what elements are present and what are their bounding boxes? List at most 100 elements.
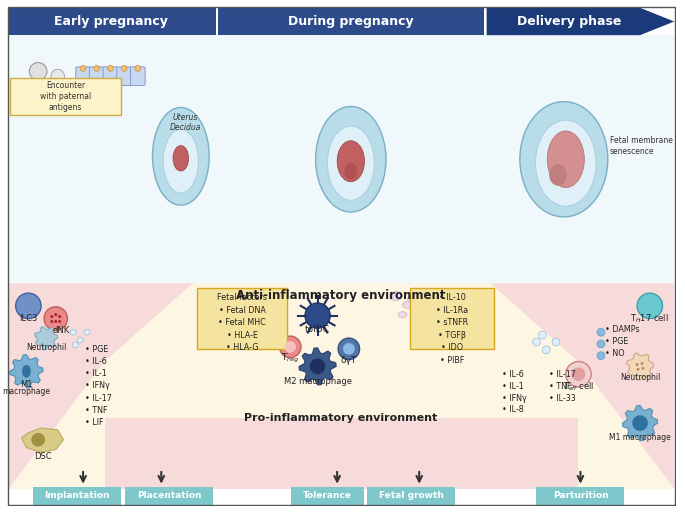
Text: dNK: dNK: [52, 326, 69, 335]
Circle shape: [80, 66, 86, 71]
Text: T$_H$17 cell: T$_H$17 cell: [630, 312, 669, 325]
Ellipse shape: [403, 302, 412, 308]
Bar: [9, 35, 674, 283]
Polygon shape: [34, 327, 58, 350]
Text: • TNF: • TNF: [85, 406, 108, 415]
Circle shape: [636, 368, 640, 371]
Circle shape: [135, 66, 140, 71]
FancyBboxPatch shape: [130, 67, 145, 86]
Text: • DAMPs: • DAMPs: [605, 325, 639, 334]
Text: T$_{eff}$ cell: T$_{eff}$ cell: [562, 381, 595, 393]
FancyBboxPatch shape: [218, 8, 484, 35]
Ellipse shape: [549, 164, 566, 186]
Text: ILC3: ILC3: [19, 314, 38, 324]
Circle shape: [572, 368, 585, 381]
Circle shape: [51, 315, 53, 318]
FancyBboxPatch shape: [90, 67, 104, 86]
Text: • IL-10
• IL-1Ra
• sTNFR
• TGFβ
• IDO
• PIBF: • IL-10 • IL-1Ra • sTNFR • TGFβ • IDO • …: [436, 293, 469, 365]
Circle shape: [642, 367, 645, 370]
Text: Uterus: Uterus: [173, 113, 199, 122]
FancyBboxPatch shape: [103, 67, 118, 86]
Text: • NO: • NO: [605, 349, 625, 358]
FancyBboxPatch shape: [536, 486, 625, 505]
Ellipse shape: [398, 312, 407, 317]
Text: M2 macrophage: M2 macrophage: [284, 377, 351, 386]
Circle shape: [73, 342, 78, 348]
Text: DSC: DSC: [34, 452, 52, 461]
Ellipse shape: [22, 365, 31, 378]
Circle shape: [44, 307, 67, 330]
Polygon shape: [105, 418, 579, 488]
Circle shape: [58, 320, 61, 323]
Circle shape: [637, 293, 662, 318]
Circle shape: [543, 346, 550, 354]
Ellipse shape: [153, 108, 209, 205]
Circle shape: [84, 329, 90, 335]
Text: Parturition: Parturition: [553, 492, 608, 500]
Text: Fetal membrane
senescence: Fetal membrane senescence: [610, 136, 673, 156]
Circle shape: [51, 69, 64, 83]
Circle shape: [597, 328, 605, 336]
Circle shape: [597, 340, 605, 348]
Circle shape: [94, 66, 100, 71]
Circle shape: [552, 338, 560, 346]
Circle shape: [343, 343, 355, 355]
Circle shape: [54, 320, 58, 323]
Text: • LIF: • LIF: [85, 418, 103, 427]
Ellipse shape: [536, 120, 596, 206]
Ellipse shape: [408, 295, 417, 303]
Text: M1 macrophage: M1 macrophage: [609, 433, 671, 442]
Text: • IFNγ: • IFNγ: [85, 381, 110, 390]
Ellipse shape: [173, 145, 188, 171]
Text: • IL-17: • IL-17: [549, 370, 576, 379]
Circle shape: [632, 415, 648, 431]
Text: Decidua: Decidua: [170, 123, 201, 132]
Text: • PGE: • PGE: [605, 337, 628, 346]
Polygon shape: [486, 8, 674, 35]
Text: During pregnancy: During pregnancy: [288, 15, 414, 28]
Circle shape: [284, 341, 296, 353]
Text: • IL-1: • IL-1: [502, 382, 524, 391]
Ellipse shape: [520, 101, 608, 217]
Circle shape: [310, 358, 325, 374]
Text: • IFNγ: • IFNγ: [502, 394, 527, 402]
Ellipse shape: [345, 163, 357, 179]
FancyBboxPatch shape: [410, 288, 495, 349]
Ellipse shape: [547, 131, 584, 187]
Circle shape: [538, 331, 546, 339]
Circle shape: [32, 433, 45, 446]
Text: δγT: δγT: [340, 355, 357, 365]
Polygon shape: [10, 355, 43, 388]
Polygon shape: [627, 353, 653, 380]
FancyBboxPatch shape: [117, 67, 132, 86]
Text: Delivery phase: Delivery phase: [516, 15, 621, 28]
FancyBboxPatch shape: [125, 486, 213, 505]
Text: tolDC: tolDC: [305, 325, 330, 334]
Text: M1: M1: [20, 380, 33, 389]
FancyBboxPatch shape: [367, 486, 456, 505]
Text: Fetal factors
• Fetal DNA
• Fetal MHC
• HLA-E
• HLA-G: Fetal factors • Fetal DNA • Fetal MHC • …: [217, 293, 267, 352]
Text: Neutrophil: Neutrophil: [26, 343, 66, 352]
Text: Placentation: Placentation: [137, 492, 201, 500]
FancyBboxPatch shape: [291, 486, 364, 505]
Circle shape: [279, 336, 301, 357]
Polygon shape: [9, 283, 192, 488]
Text: • IL-17: • IL-17: [85, 394, 112, 402]
Text: Pro-inflammatory environment: Pro-inflammatory environment: [245, 413, 438, 423]
Text: • TNF: • TNF: [549, 382, 572, 391]
Text: Tolerance: Tolerance: [303, 492, 352, 500]
Text: • IL-33: • IL-33: [549, 394, 576, 402]
Bar: [9, 283, 674, 488]
Polygon shape: [490, 283, 674, 488]
Text: • IL-6: • IL-6: [502, 370, 524, 379]
FancyBboxPatch shape: [9, 8, 216, 35]
Text: Anti-inflammatory environment: Anti-inflammatory environment: [236, 289, 446, 302]
Text: Implantation: Implantation: [45, 492, 110, 500]
FancyBboxPatch shape: [76, 67, 90, 86]
Circle shape: [77, 337, 83, 343]
Circle shape: [54, 313, 58, 316]
Text: • IL-1: • IL-1: [85, 369, 107, 378]
Circle shape: [305, 303, 330, 328]
Circle shape: [640, 362, 643, 365]
Circle shape: [121, 66, 127, 71]
